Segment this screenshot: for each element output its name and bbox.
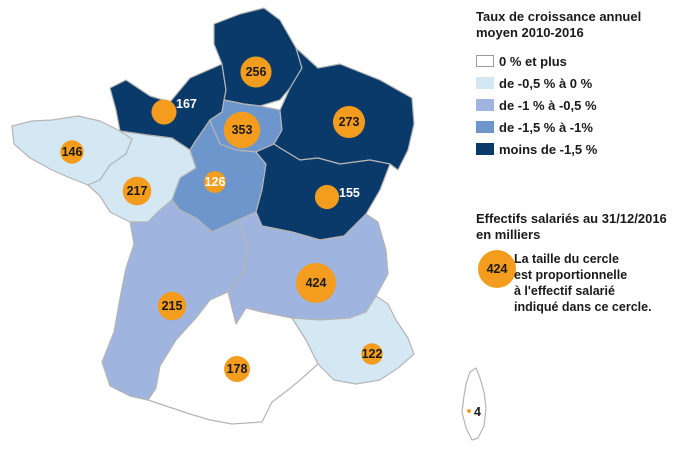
size-legend-note-line-2: est proportionnelle bbox=[514, 268, 628, 282]
bubble-label-bourgogne-franche-comte: 155 bbox=[339, 186, 360, 200]
size-legend-example-circle: 424 bbox=[478, 250, 516, 288]
legend-label: de -1,5 % à -1% bbox=[499, 119, 593, 135]
bubble-grand-est bbox=[332, 105, 366, 139]
legend-items: 0 % et plus de -0,5 % à 0 % de -1 % à -0,5… bbox=[476, 50, 681, 160]
bubble-label-occitanie: 178 bbox=[227, 362, 248, 376]
legend-title-line-2: moyen 2010-2016 bbox=[476, 25, 584, 40]
legend-title: Taux de croissance annuel moyen 2010-201… bbox=[476, 9, 681, 41]
bubble-bretagne bbox=[60, 140, 84, 164]
legend-item: 0 % et plus bbox=[476, 50, 681, 72]
legend-swatch bbox=[476, 77, 494, 89]
bubble-auvergne-rhone-alpes bbox=[296, 263, 336, 303]
legend-label: 0 % et plus bbox=[499, 53, 567, 69]
legend-swatch bbox=[476, 121, 494, 133]
size-legend-title: Effectifs salariés au 31/12/2016 en mill… bbox=[476, 211, 681, 243]
legend-title-line-1: Taux de croissance annuel bbox=[476, 9, 642, 24]
size-legend-note-line-4: indiqué dans ce cercle. bbox=[514, 300, 652, 314]
bubble-corse bbox=[467, 409, 471, 413]
legend-item: moins de -1,5 % bbox=[476, 138, 681, 160]
bubble-pays-de-la-loire bbox=[122, 176, 152, 206]
bubble-hauts-de-france bbox=[240, 56, 272, 88]
bubble-centre-val-de-loire bbox=[204, 171, 226, 193]
bubble-normandie bbox=[151, 99, 177, 125]
bubble-label-ile-de-france: 353 bbox=[232, 123, 253, 137]
bubble-label-grand-est: 273 bbox=[339, 115, 360, 129]
region-corse bbox=[461, 367, 487, 441]
bubbles-layer: 256 167 353 273 146 217 126 155 215 424 178 122 4 bbox=[60, 56, 481, 419]
bubble-label-centre-val-de-loire: 126 bbox=[205, 175, 226, 189]
size-legend-title-line-1: Effectifs salariés au 31/12/2016 bbox=[476, 211, 667, 226]
bubble-provence-alpes-cote-d-azur bbox=[361, 343, 383, 365]
legend-label: moins de -1,5 % bbox=[499, 141, 598, 157]
bubble-label-normandie: 167 bbox=[176, 97, 197, 111]
legend-swatch bbox=[476, 55, 494, 67]
bubble-nouvelle-aquitaine bbox=[157, 291, 187, 321]
bubble-bourgogne-franche-comte bbox=[314, 184, 340, 210]
bubble-label-provence-alpes-cote-d-azur: 122 bbox=[362, 347, 383, 361]
size-legend-note-line-3: à l'effectif salarié bbox=[514, 284, 615, 298]
legend-label: de -1 % à -0,5 % bbox=[499, 97, 597, 113]
bubble-label-pays-de-la-loire: 217 bbox=[127, 184, 148, 198]
size-legend-note: La taille du cercle est proportionnelle … bbox=[514, 251, 679, 315]
region-provence-alpes-cote-d-azur bbox=[291, 295, 415, 385]
size-legend-example-value: 424 bbox=[486, 262, 508, 276]
growth-legend: Taux de croissance annuel moyen 2010-201… bbox=[476, 9, 681, 160]
bubble-ile-de-france bbox=[223, 111, 261, 149]
size-legend-note-line-1: La taille du cercle bbox=[514, 252, 619, 266]
legend-item: de -0,5 % à 0 % bbox=[476, 72, 681, 94]
bubble-occitanie bbox=[224, 356, 250, 382]
legend-swatch bbox=[476, 99, 494, 111]
legend-label: de -0,5 % à 0 % bbox=[499, 75, 593, 91]
size-legend-title-line-2: en milliers bbox=[476, 227, 541, 242]
bubble-label-hauts-de-france: 256 bbox=[246, 65, 267, 79]
legend-item: de -1 % à -0,5 % bbox=[476, 94, 681, 116]
bubble-label-auvergne-rhone-alpes: 424 bbox=[306, 276, 327, 290]
legend-swatch bbox=[476, 143, 494, 155]
bubble-label-corse: 4 bbox=[474, 405, 481, 419]
bubble-label-nouvelle-aquitaine: 215 bbox=[162, 299, 183, 313]
bubble-label-bretagne: 146 bbox=[62, 145, 83, 159]
legend-item: de -1,5 % à -1% bbox=[476, 116, 681, 138]
